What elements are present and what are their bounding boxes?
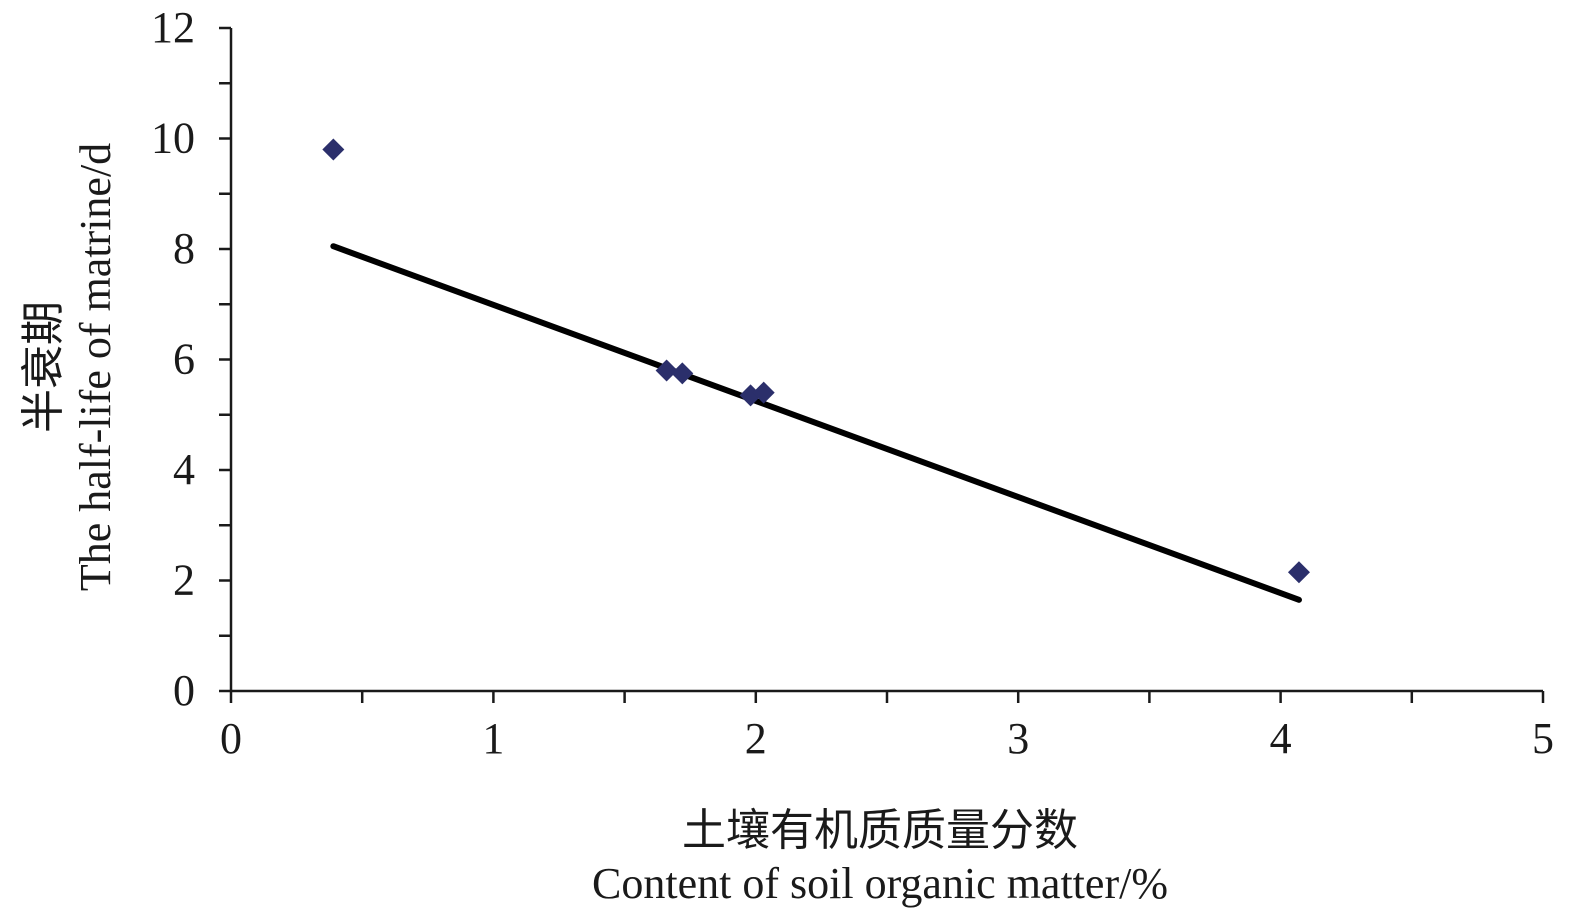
y-tick-label: 12: [151, 3, 195, 52]
y-tick-label: 0: [173, 666, 195, 715]
axes: [229, 28, 1543, 693]
data-point-marker: [322, 138, 345, 161]
x-tick-label: 0: [220, 714, 242, 763]
y-axis-title-cn: 半衰期: [19, 301, 68, 433]
y-tick-label: 8: [173, 224, 195, 273]
x-tick-label: 3: [1007, 714, 1029, 763]
x-axis-title-cn: 土壤有机质质量分数: [682, 806, 1078, 855]
data-point-marker: [671, 362, 694, 385]
data-points: [322, 138, 1310, 584]
y-tick-label: 6: [173, 335, 195, 384]
data-point-marker: [655, 359, 678, 382]
trendline-group: [330, 243, 1302, 603]
y-tick-label: 4: [173, 445, 195, 494]
data-point-marker: [752, 381, 775, 404]
y-tick-label: 10: [151, 114, 195, 163]
y-tick-label: 2: [173, 556, 195, 605]
trendline: [330, 243, 1302, 603]
x-tick-label: 1: [482, 714, 504, 763]
axis-titles: 土壤有机质质量分数 Content of soil organic matter…: [19, 143, 1168, 908]
tick-marks: [219, 26, 1545, 703]
x-axis-title-en: Content of soil organic matter/%: [592, 859, 1168, 908]
x-tick-label: 4: [1270, 714, 1292, 763]
x-tick-label: 5: [1532, 714, 1554, 763]
x-tick-label: 2: [745, 714, 767, 763]
data-point-marker: [1287, 561, 1310, 584]
y-axis-title-en: The half-life of matrine/d: [71, 143, 120, 591]
